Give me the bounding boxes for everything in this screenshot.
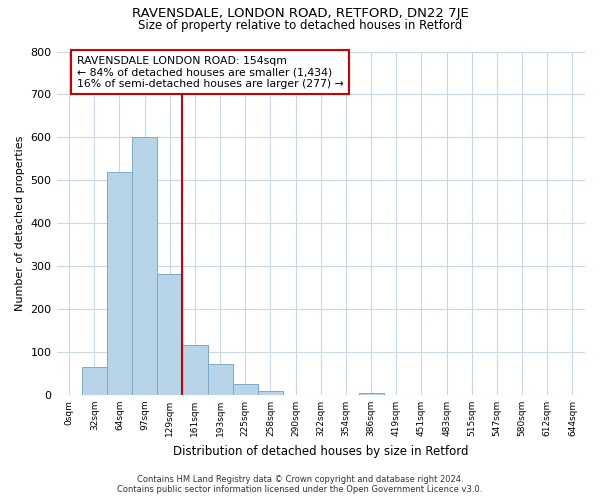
Text: Size of property relative to detached houses in Retford: Size of property relative to detached ho… [138,19,462,32]
X-axis label: Distribution of detached houses by size in Retford: Distribution of detached houses by size … [173,444,469,458]
Bar [208,364,233,395]
Bar [182,344,208,395]
Text: RAVENSDALE LONDON ROAD: 154sqm
← 84% of detached houses are smaller (1,434)
16% : RAVENSDALE LONDON ROAD: 154sqm ← 84% of … [77,56,343,89]
Bar [82,367,107,395]
Bar [359,393,383,395]
Bar [107,172,132,395]
Bar [233,384,258,395]
Y-axis label: Number of detached properties: Number of detached properties [15,136,25,311]
Bar [157,274,182,395]
Bar [258,390,283,395]
Text: RAVENSDALE, LONDON ROAD, RETFORD, DN22 7JE: RAVENSDALE, LONDON ROAD, RETFORD, DN22 7… [131,8,469,20]
Text: Contains HM Land Registry data © Crown copyright and database right 2024.
Contai: Contains HM Land Registry data © Crown c… [118,474,482,494]
Bar [132,138,157,395]
